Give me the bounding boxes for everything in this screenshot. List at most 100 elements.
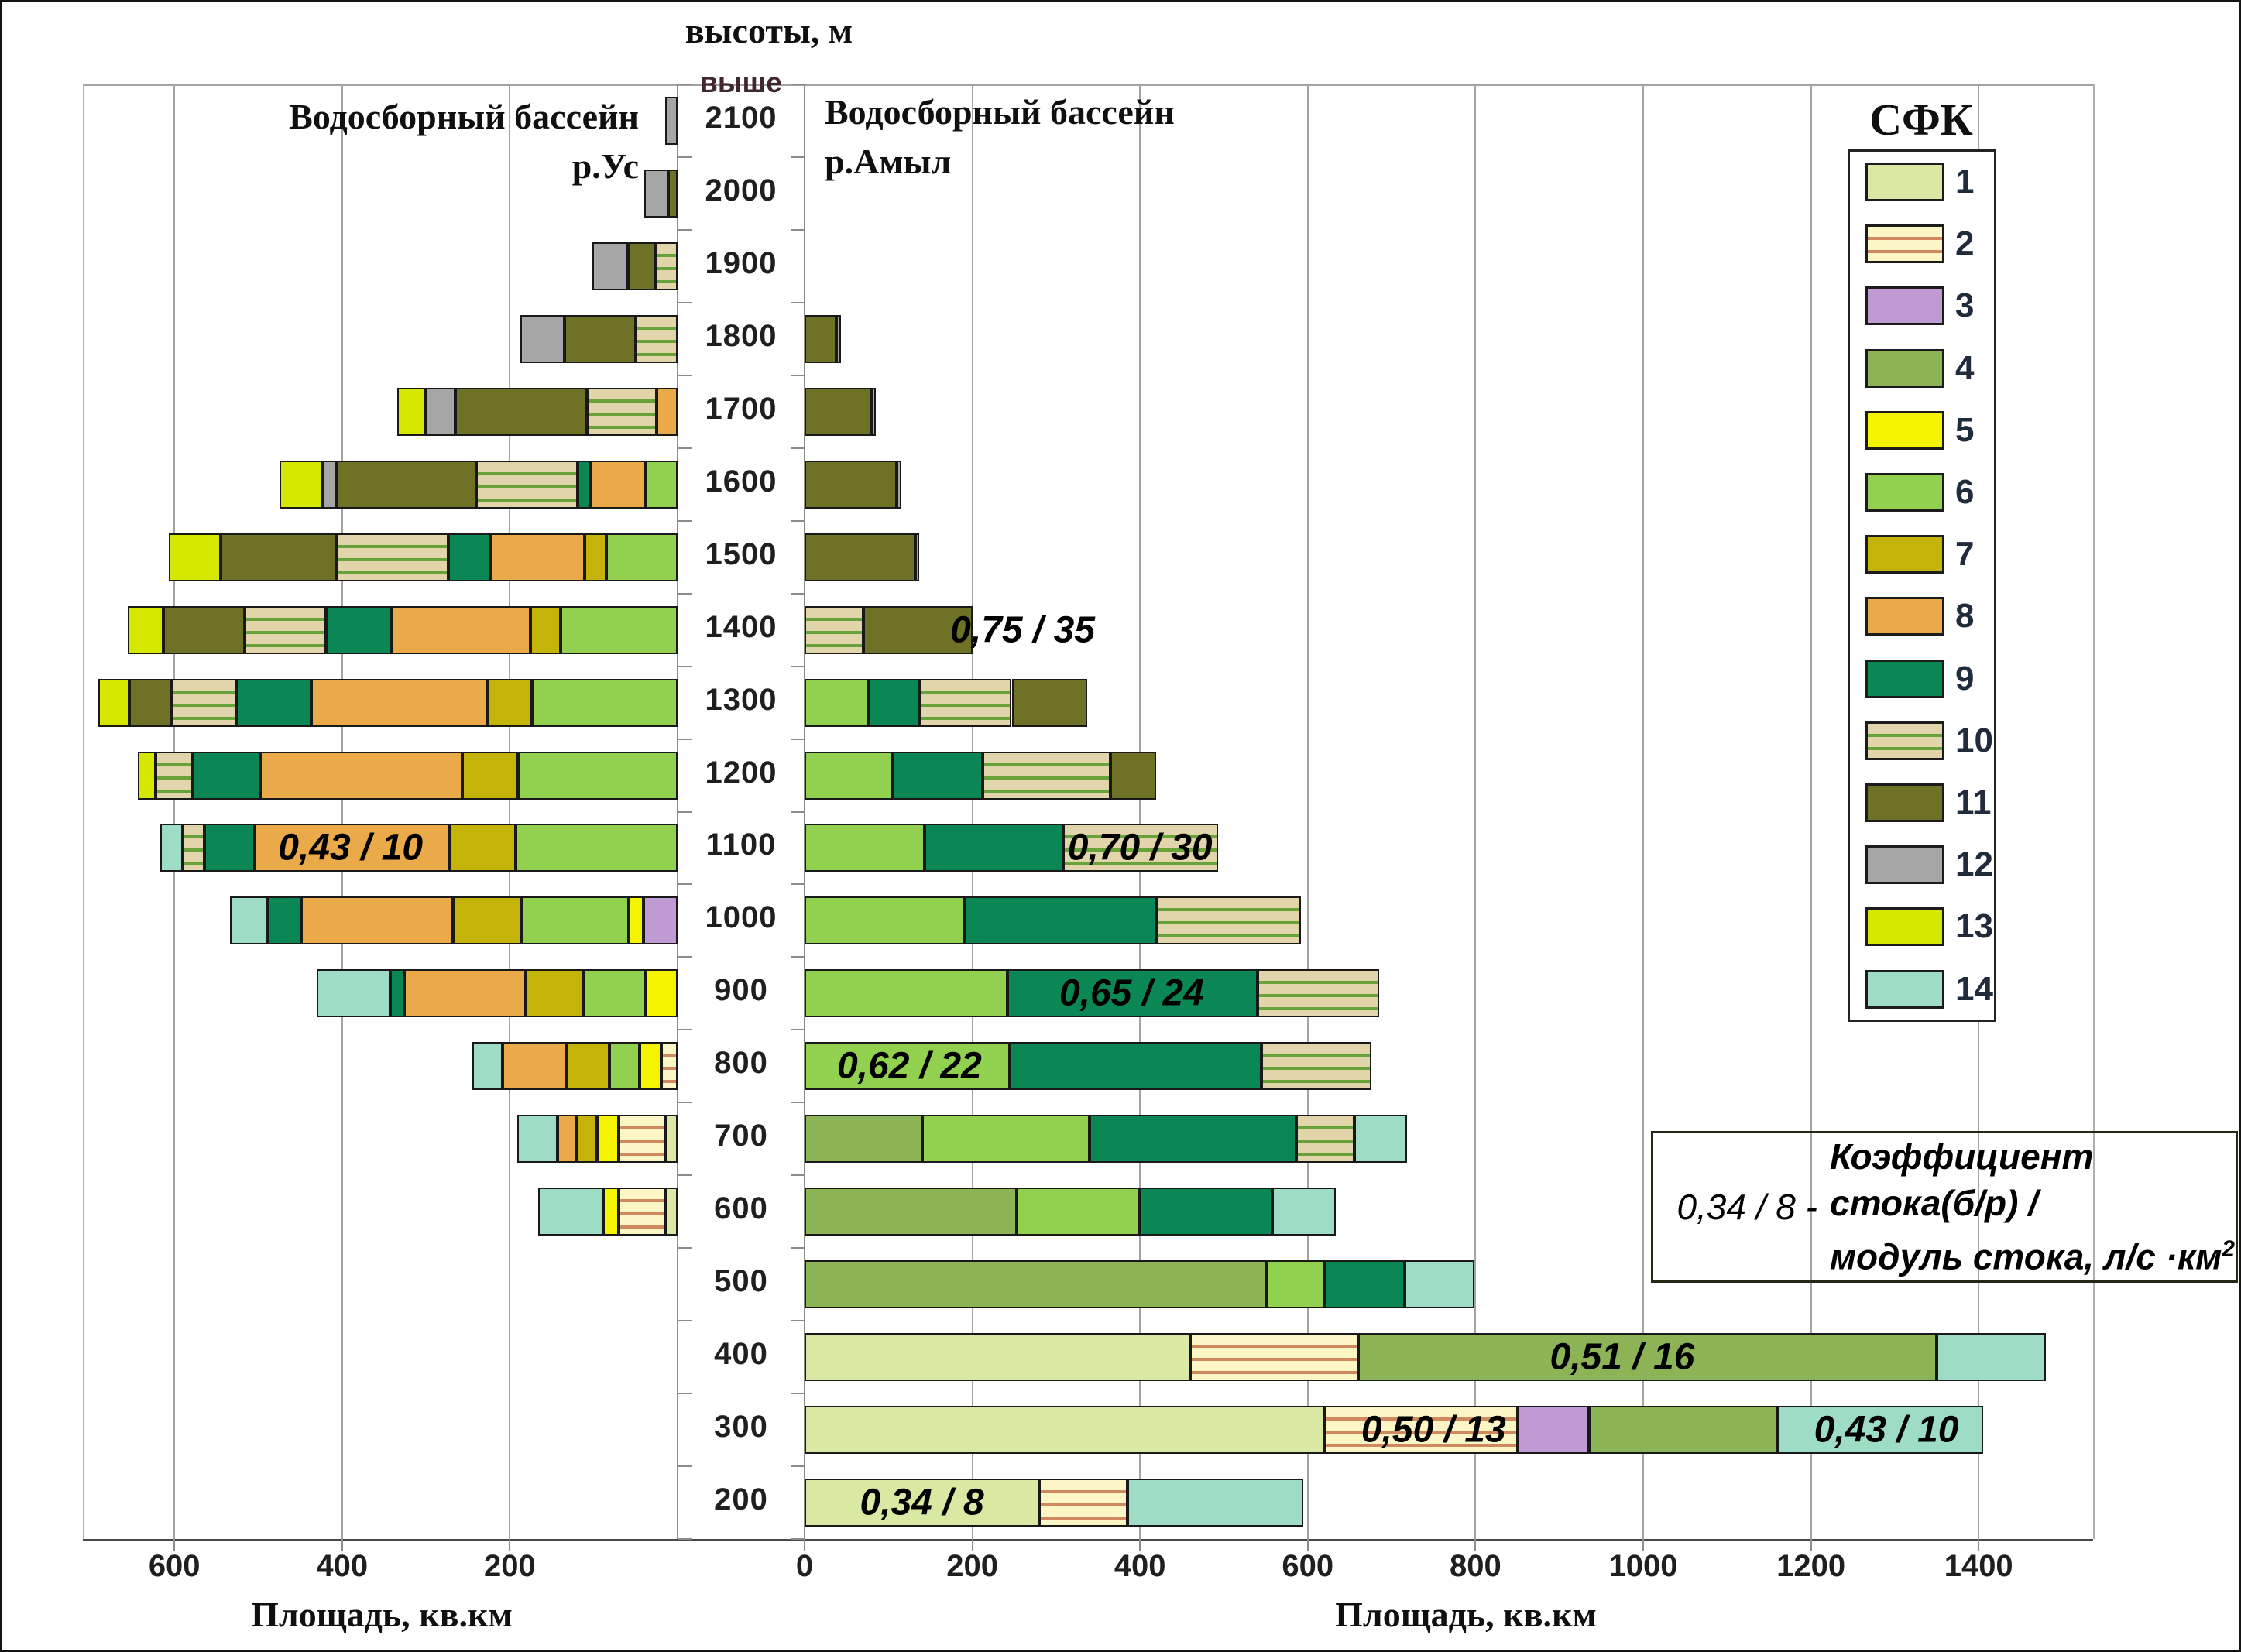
bar-segment-class-9 [236,678,311,727]
legend-item-14: 14 [1850,959,1994,1021]
bar-segment-class-14 [1272,1188,1336,1236]
legend-item-2: 2 [1850,214,1994,276]
legend-swatch-9 [1865,659,1944,698]
bar-segment-class-11 [1110,751,1156,800]
bar-segment-class-11 [628,242,656,290]
bar-segment-class-7 [575,1115,598,1164]
bar-segment-class-6 [609,1042,640,1091]
note-line2: стока(б/р) / [1830,1183,2038,1224]
elevation-axis-tick [678,1465,692,1468]
legend-item-8: 8 [1850,586,1994,648]
gridline-right [1642,84,1644,1539]
bar-segment-class-12 [520,314,565,363]
bar-segment-class-11 [455,387,588,436]
bar-segment-class-1 [805,1333,1191,1382]
bar-segment-class-10 [337,533,449,581]
bar-segment-class-10 [635,314,678,363]
legend-swatch-4 [1865,348,1944,388]
legend-swatch-10 [1865,721,1944,760]
elevation-axis-tick [678,374,692,376]
right-chart-title-line2: р.Амыл [825,142,952,181]
bar-segment-class-3 [643,896,678,945]
bar-segment-class-9 [326,605,391,654]
bar-segment-class-9 [924,824,1063,872]
bar-segment-class-4 [805,1115,922,1164]
elevation-axis-tick [678,592,692,595]
bar-segment-class-2 [661,1042,678,1091]
bar-segment-class-13 [137,751,156,800]
bar-segment-class-9 [1140,1188,1273,1236]
bar-segment-class-6 [518,751,678,800]
elevation-axis-tick [678,738,692,740]
bar-segment-class-11 [564,314,636,363]
bar-segment-class-14 [1405,1260,1475,1309]
bar-segment-class-7 [530,605,561,654]
x-tick-label: 200 [484,1549,536,1583]
bar-segment-class-10 [183,824,205,872]
elevation-axis-tick [678,519,692,522]
elevation-axis-tick [791,1538,805,1540]
elevation-label: 1100 [705,828,777,862]
legend-swatch-6 [1865,473,1944,512]
elevation-axis-tick [791,374,805,376]
bar-segment-class-14 [1354,1115,1407,1164]
legend-item-3: 3 [1850,276,1994,338]
note-superscript: 2 [2222,1236,2235,1263]
elevation-axis-tick [791,1465,805,1468]
runoff-annotation: 0,62 / 22 [836,1045,982,1087]
above-highest-label: выше [700,66,782,98]
elevation-label: 1300 [705,682,777,717]
elevation-axis-tick [791,1029,805,1031]
bar-segment-class-9 [891,751,983,800]
bar-segment-class-6 [805,824,925,872]
bar-segment-class-6 [521,896,630,945]
legend-item-12: 12 [1850,835,1994,896]
legend-class-number: 10 [1955,721,1993,759]
bar-segment-class-8 [403,969,526,1018]
legend-item-13: 13 [1850,896,1994,958]
elevation-axis-tick [791,883,805,886]
bar-segment-class-8 [390,605,531,654]
elevation-axis-tick [791,228,805,231]
elevation-label: 1200 [705,755,777,790]
bar-segment-class-10 [171,678,237,727]
note-line3: модуль стока, л/с ·км2 [1830,1226,2235,1280]
bar-segment-class-13 [98,678,129,727]
bar-segment-class-10 [919,678,1012,727]
legend-item-5: 5 [1850,400,1994,462]
gridline-left [509,84,511,1539]
legend-swatch-3 [1865,286,1944,326]
bar-segment-class-10 [805,605,863,654]
elevation-label: 700 [714,1119,768,1153]
bar-segment-class-10 [1261,1042,1372,1091]
bar-segment-class-13 [279,460,323,509]
elevation-axis-tick [678,1247,692,1249]
y-axis-title: высоты, м [685,11,853,50]
note-example-value: 0,34 / 8 - [1676,1187,1817,1227]
bar-segment-class-9 [1324,1260,1405,1309]
elevation-label: 2000 [705,173,777,207]
bar-segment-class-11 [163,605,245,654]
bar-segment-class-1 [664,1188,678,1236]
bar-segment-class-6 [606,533,678,581]
elevation-axis-tick [678,665,692,667]
x-axis-tick [1139,1539,1141,1551]
legend-swatch-7 [1865,535,1944,574]
legend-box: 1 2 3 4 5 6 7 8 9 10 11 12 13 14 [1848,149,1996,1022]
bar-segment-class-12 [664,96,678,145]
bar-segment-class-11 [805,460,897,509]
elevation-axis-tick [791,156,805,158]
bar-segment-class-3 [1517,1406,1589,1455]
bar-segment-class-9 [448,533,491,581]
bar-segment-class-13 [397,387,427,436]
gridline-right [971,84,973,1539]
elevation-label: 400 [714,1337,768,1372]
runoff-annotation: 0,50 / 13 [1361,1409,1506,1451]
bar-segment-class-13 [168,533,221,581]
bar-segment-class-14 [1127,1479,1304,1527]
legend-swatch-5 [1865,410,1944,450]
elevation-axis-tick [678,1393,692,1395]
elevation-axis-tick [791,1320,805,1322]
runoff-annotation: 0,43 / 10 [278,827,424,869]
bar-segment-class-12 [897,460,901,509]
